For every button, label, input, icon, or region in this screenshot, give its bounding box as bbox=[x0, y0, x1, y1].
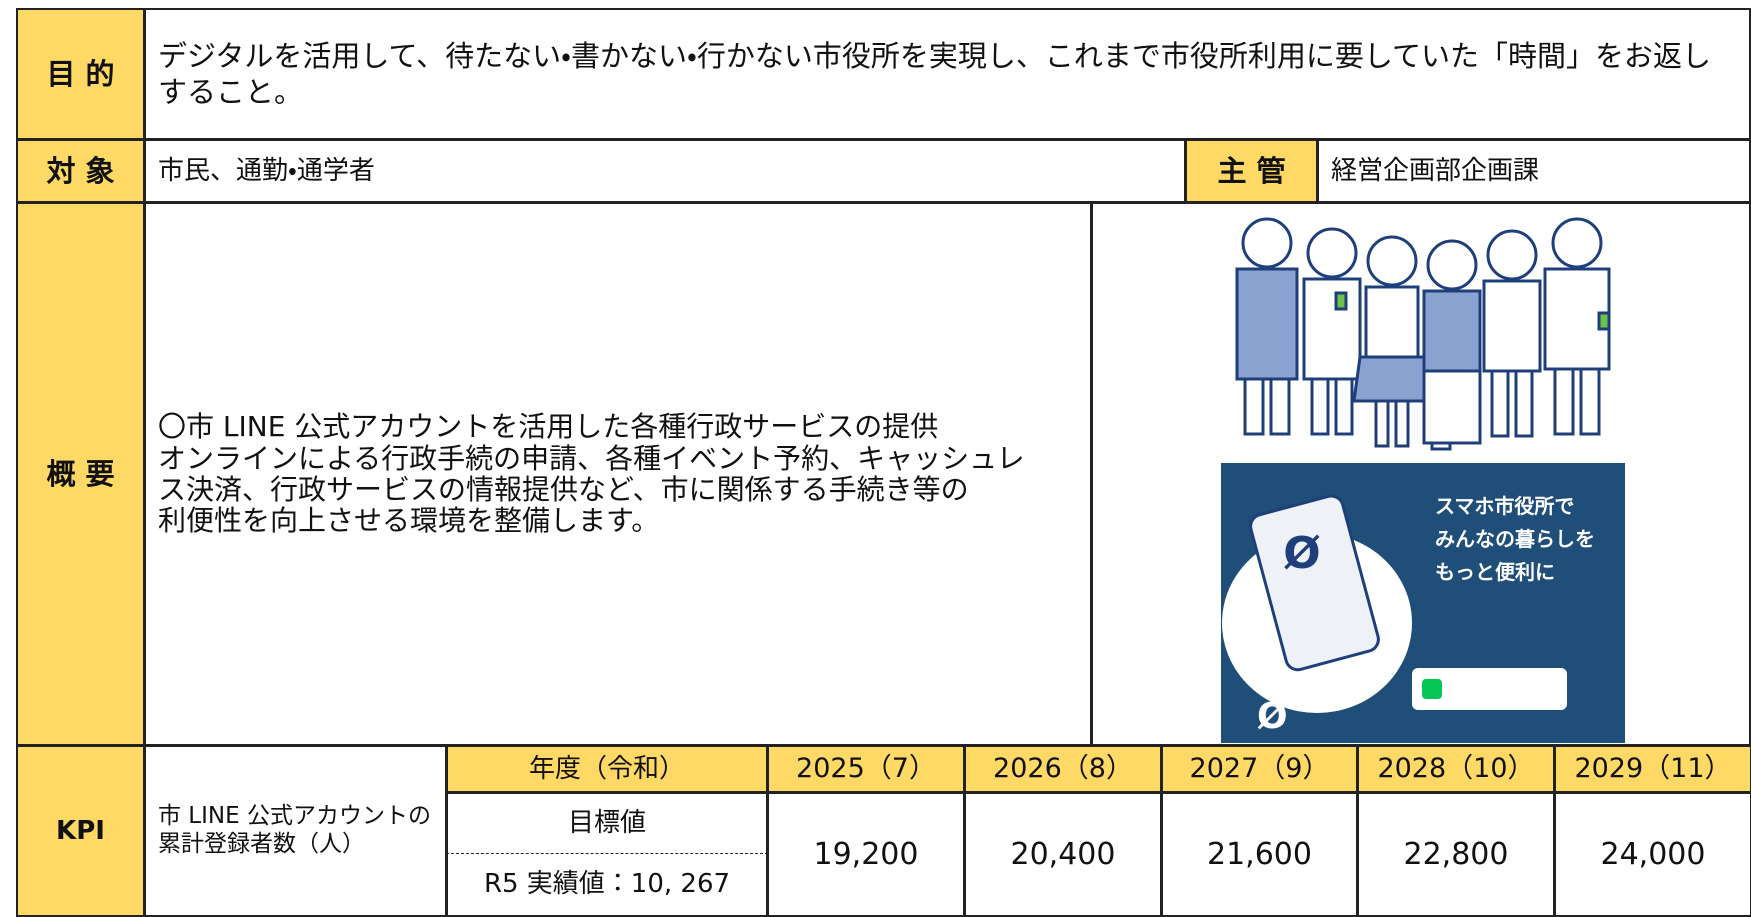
purpose-text: デジタルを活用して、待たない・書かない・行かない市役所を実現し、これまで市役所利… bbox=[144, 8, 1751, 140]
svg-text:Ø: Ø bbox=[1283, 528, 1320, 579]
overview-label: 概 要 bbox=[16, 202, 145, 746]
overview-line: 利便性を向上させる環境を整備します。 bbox=[158, 504, 660, 538]
poster-heading: スマホ市役所で bbox=[1435, 494, 1574, 518]
overview-line: ス決済、行政サービスの情報提供など、市に関係する手続き等の bbox=[158, 473, 969, 506]
target-value: 22,800 bbox=[1357, 792, 1555, 917]
poster-heading: みんなの暮らしを bbox=[1435, 527, 1595, 551]
year-cell: 2025（7） bbox=[767, 745, 965, 793]
line-poster: Ø Ø スマホ市役所で みんなの暮らしを もっと便利に bbox=[1221, 463, 1625, 743]
svg-text:Ø: Ø bbox=[1257, 696, 1288, 737]
illustrations: Ø Ø スマホ市役所で みんなの暮らしを もっと便利に bbox=[1221, 217, 1625, 743]
overview-text: 〇市 LINE 公式アカウントを活用した各種行政サービスの提供 オンラインによる… bbox=[144, 202, 1092, 746]
overview-line: オンラインによる行政手続の申請、各種イベント予約、キャッシュレ bbox=[158, 441, 1025, 475]
target-value: 24,000 bbox=[1554, 792, 1751, 917]
people-illustration bbox=[1235, 217, 1611, 451]
year-cell: 2028（10） bbox=[1357, 745, 1555, 793]
target-text: 市民、通勤・通学者 bbox=[144, 139, 1186, 203]
year-cell: 2026（8） bbox=[964, 745, 1162, 793]
kpi-indicator: 市 LINE 公式アカウントの累計登録者数（人） bbox=[144, 745, 447, 917]
poster-heading: もっと便利に bbox=[1435, 560, 1555, 584]
year-cell: 2029（11） bbox=[1554, 745, 1751, 793]
year-cell: 2027（9） bbox=[1161, 745, 1358, 793]
target-label-cell: 目標値 bbox=[446, 792, 768, 854]
overview-line: 〇市 LINE 公式アカウントを活用した各種行政サービスの提供 bbox=[158, 410, 939, 444]
kpi-label: KPI bbox=[16, 745, 145, 917]
target-label: 対 象 bbox=[16, 139, 145, 203]
purpose-label: 目 的 bbox=[16, 8, 145, 140]
year-header: 年度（令和） bbox=[446, 745, 768, 793]
target-value: 19,200 bbox=[767, 792, 965, 917]
target-value: 21,600 bbox=[1161, 792, 1358, 917]
manager-text: 経営企画部企画課 bbox=[1317, 139, 1751, 203]
actual-cell: R5 実績値：10, 267 bbox=[446, 853, 768, 917]
manager-label: 主 管 bbox=[1185, 139, 1318, 203]
target-value: 20,400 bbox=[964, 792, 1162, 917]
